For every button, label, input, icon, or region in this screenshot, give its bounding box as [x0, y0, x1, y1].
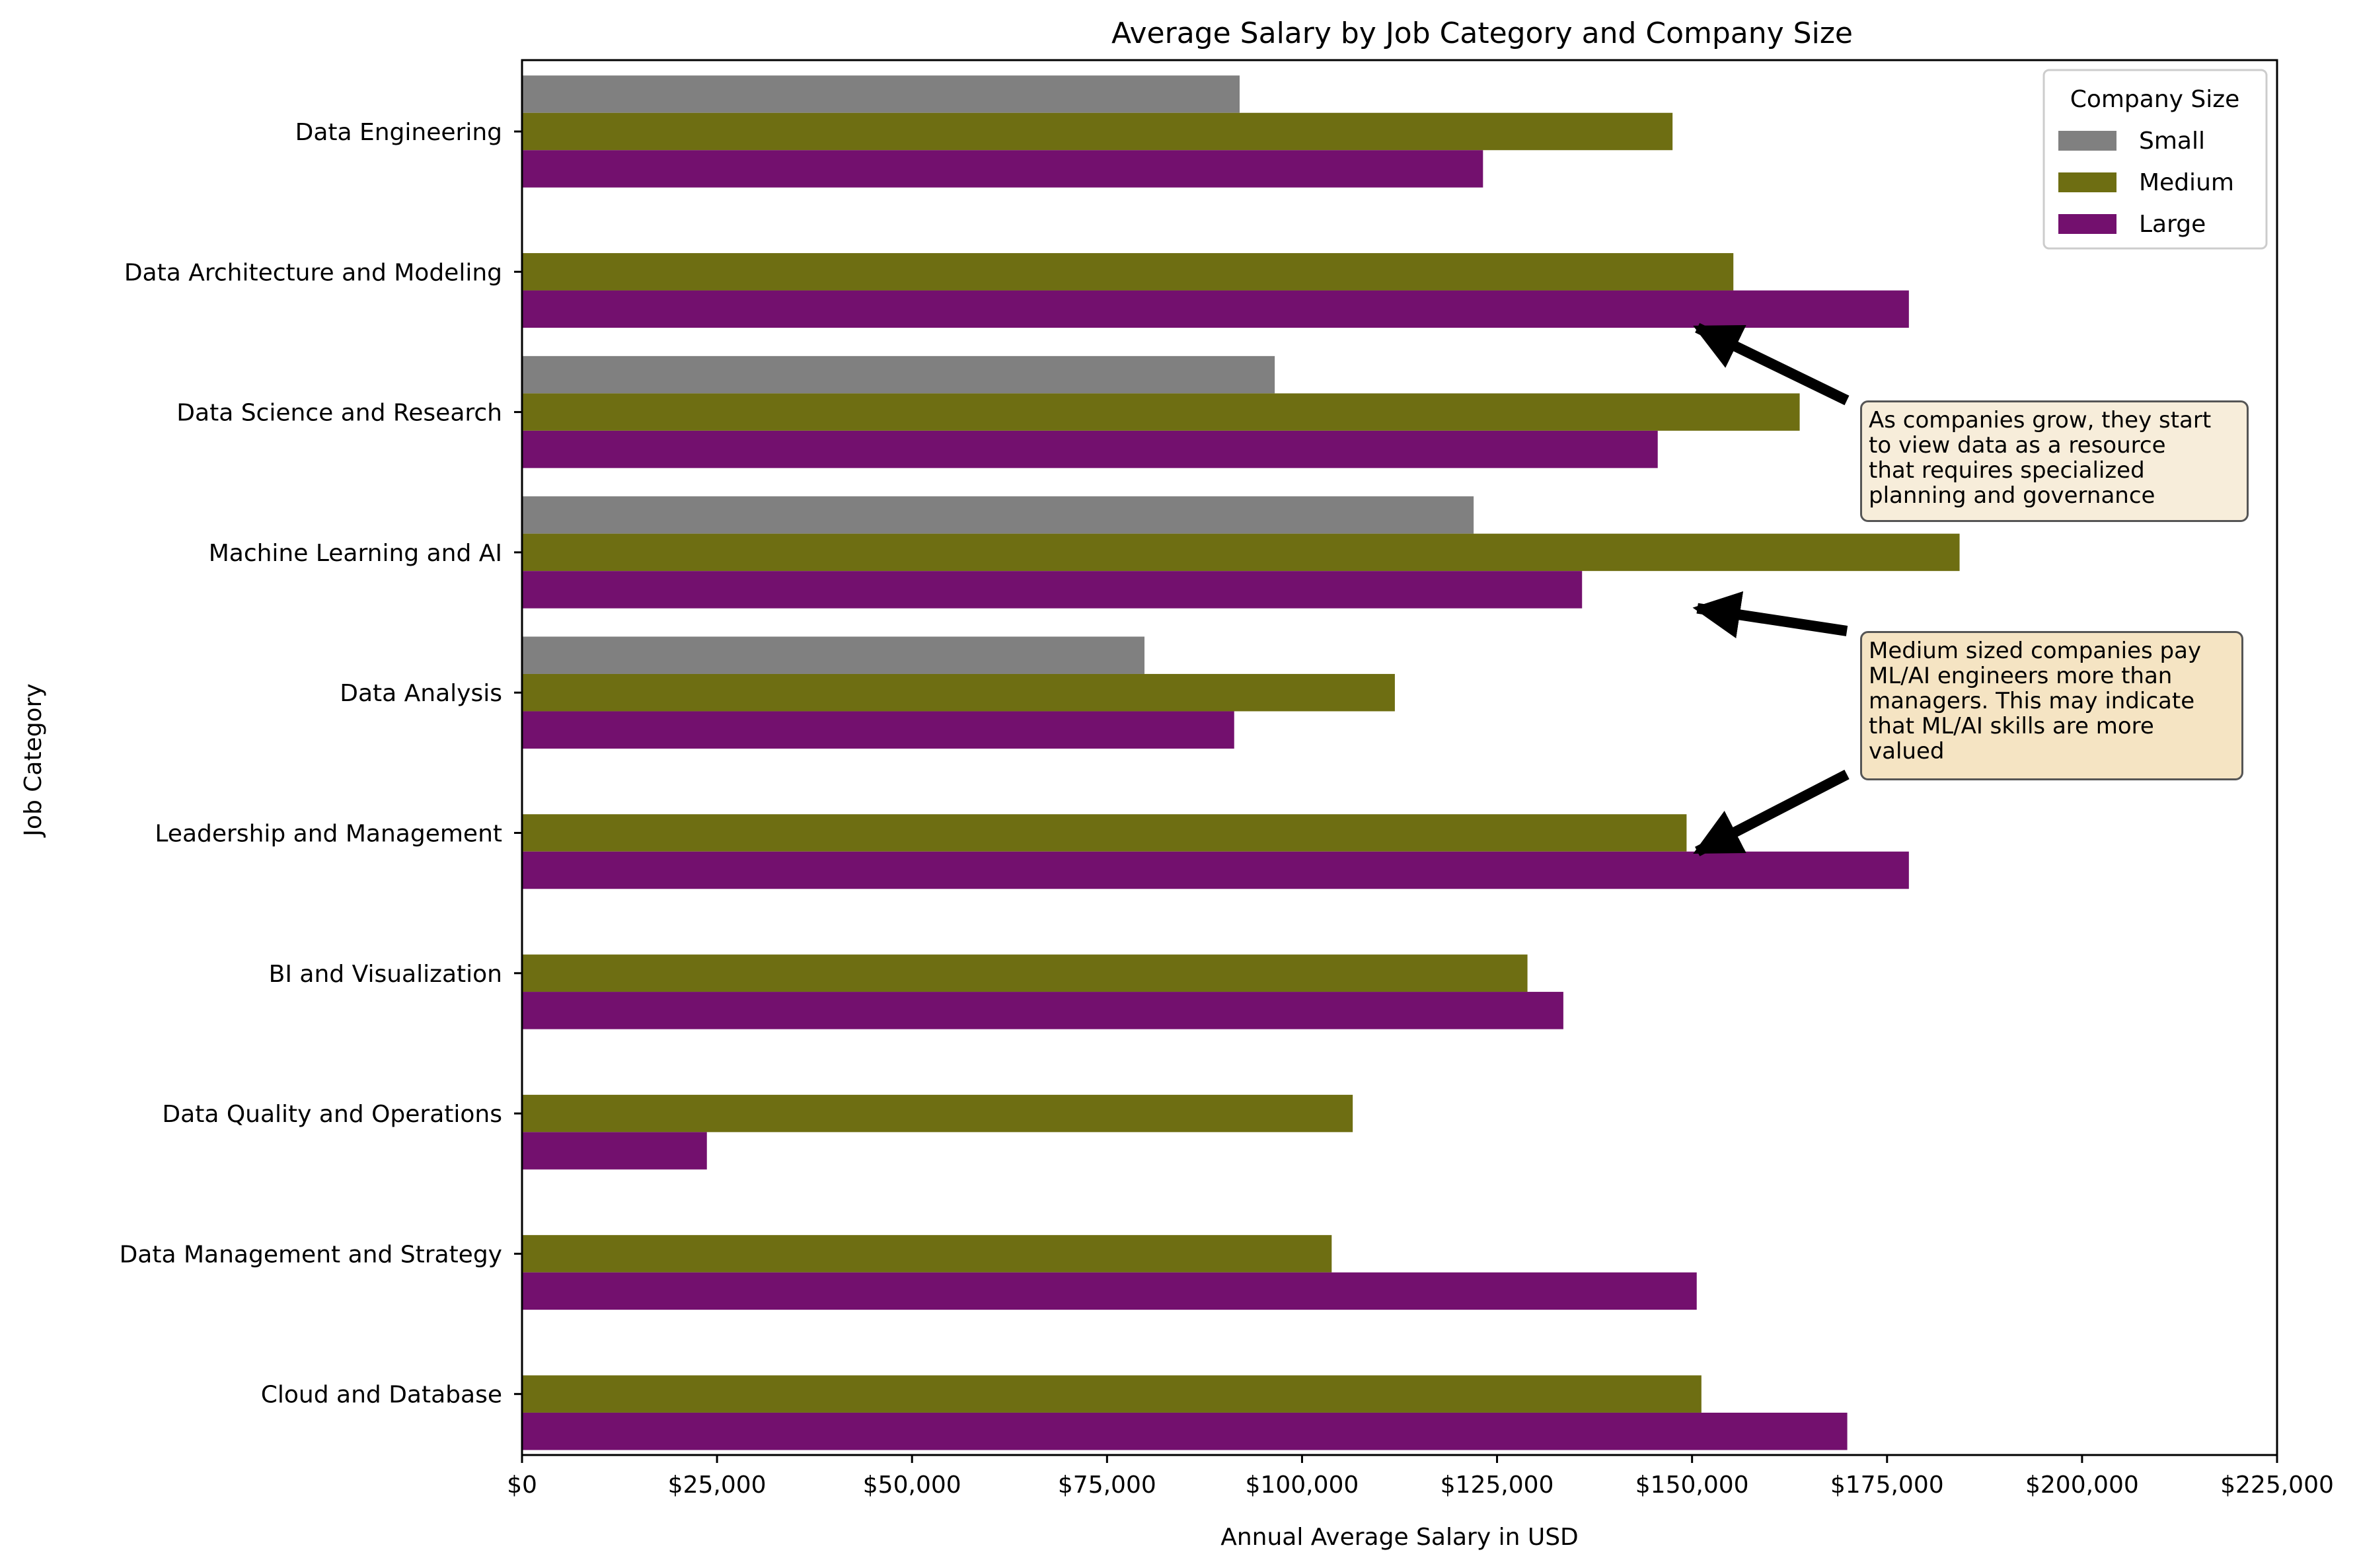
- legend-swatch-medium: [2058, 172, 2116, 192]
- bar-small-data-analysis: [522, 636, 1144, 674]
- x-tick-label-150000: $150,000: [1635, 1472, 1749, 1499]
- bar-medium-cloud-and-database: [522, 1375, 1702, 1413]
- annotation-arrow-leadership: [1693, 769, 1850, 856]
- y-axis-label: Job Category: [20, 683, 47, 837]
- bar-large-data-analysis: [522, 711, 1234, 749]
- bars-layer: [522, 75, 1960, 1450]
- legend-label-medium: Medium: [2139, 169, 2234, 196]
- bar-large-data-quality-and-operations: [522, 1132, 707, 1170]
- ticks-layer: Data Engineering Data Architecture and Mo…: [120, 119, 2334, 1499]
- y-tick-label-data-engineering: Data Engineering: [295, 119, 502, 146]
- arrows-layer: [1692, 322, 1850, 856]
- bar-medium-data-engineering: [522, 112, 1673, 151]
- x-tick-label-125000: $125,000: [1441, 1472, 1554, 1499]
- legend-label-small: Small: [2139, 128, 2205, 155]
- x-tick-label-100000: $100,000: [1246, 1472, 1359, 1499]
- bar-large-leadership-and-management: [522, 851, 1909, 889]
- y-tick-label-data-architecture-and-modeling: Data Architecture and Modeling: [124, 259, 502, 286]
- annotation-text-ml-ai: Medium sized companies pay ML/AI enginee…: [1869, 638, 2202, 765]
- legend-swatch-large: [2058, 214, 2116, 234]
- bar-small-data-engineering: [522, 75, 1240, 113]
- bar-large-machine-learning-and-ai: [522, 571, 1583, 609]
- annotation-text-growth: As companies grow, they start to view da…: [1869, 407, 2212, 509]
- legend-frame: [2042, 69, 2268, 250]
- x-tick-label-50000: $50,000: [863, 1472, 961, 1499]
- bar-large-data-science-and-research: [522, 430, 1658, 468]
- annotation-box-growth: As companies grow, they start to view da…: [1860, 400, 2249, 522]
- x-tick-label-175000: $175,000: [1830, 1472, 1944, 1499]
- y-tick-label-data-science-and-research: Data Science and Research: [176, 400, 502, 427]
- bar-small-machine-learning-and-ai: [522, 496, 1474, 534]
- bar-medium-data-analysis: [522, 673, 1395, 712]
- x-tick-label-25000: $25,000: [668, 1472, 767, 1499]
- x-tick-label-200000: $200,000: [2025, 1472, 2139, 1499]
- y-tick-label-data-analysis: Data Analysis: [340, 680, 502, 707]
- bar-medium-leadership-and-management: [522, 814, 1687, 852]
- legend-label-large: Large: [2139, 211, 2206, 238]
- annotation-arrow-ml-ai: [1692, 591, 1848, 638]
- annotation-box-ml-ai: Medium sized companies pay ML/AI enginee…: [1860, 631, 2243, 780]
- bar-medium-data-quality-and-operations: [522, 1094, 1353, 1133]
- y-tick-label-cloud-and-database: Cloud and Database: [261, 1382, 502, 1409]
- bar-medium-bi-and-visualization: [522, 954, 1528, 992]
- bar-medium-machine-learning-and-ai: [522, 533, 1960, 572]
- bar-large-data-management-and-strategy: [522, 1272, 1697, 1310]
- x-tick-label-0: $0: [507, 1472, 537, 1499]
- x-axis-label: Annual Average Salary in USD: [1220, 1524, 1579, 1551]
- bar-large-bi-and-visualization: [522, 992, 1563, 1029]
- plot-frame: [521, 59, 2278, 1456]
- bar-large-data-architecture-and-modeling: [522, 290, 1909, 328]
- bar-medium-data-architecture-and-modeling: [522, 253, 1734, 291]
- bar-small-data-science-and-research: [522, 355, 1275, 394]
- legend-title: Company Size: [2070, 86, 2240, 113]
- bar-medium-data-science-and-research: [522, 393, 1800, 431]
- annotation-arrow-growth: [1693, 322, 1850, 406]
- chart-legend: Company Size Small Medium Large: [2042, 69, 2268, 250]
- bar-large-data-engineering: [522, 150, 1483, 188]
- y-tick-label-machine-learning-and-ai: Machine Learning and AI: [209, 540, 502, 567]
- y-tick-label-data-quality-and-operations: Data Quality and Operations: [162, 1101, 502, 1128]
- y-tick-label-leadership-and-management: Leadership and Management: [155, 821, 502, 848]
- y-tick-label-data-management-and-strategy: Data Management and Strategy: [120, 1241, 502, 1268]
- bar-large-cloud-and-database: [522, 1412, 1848, 1450]
- bar-medium-data-management-and-strategy: [522, 1235, 1332, 1273]
- x-tick-label-75000: $75,000: [1058, 1472, 1156, 1499]
- x-tick-label-225000: $225,000: [2220, 1472, 2334, 1499]
- y-tick-label-bi-and-visualization: BI and Visualization: [269, 961, 502, 988]
- legend-swatch-small: [2058, 131, 2116, 151]
- chart-title: Average Salary by Job Category and Compa…: [1111, 17, 1853, 50]
